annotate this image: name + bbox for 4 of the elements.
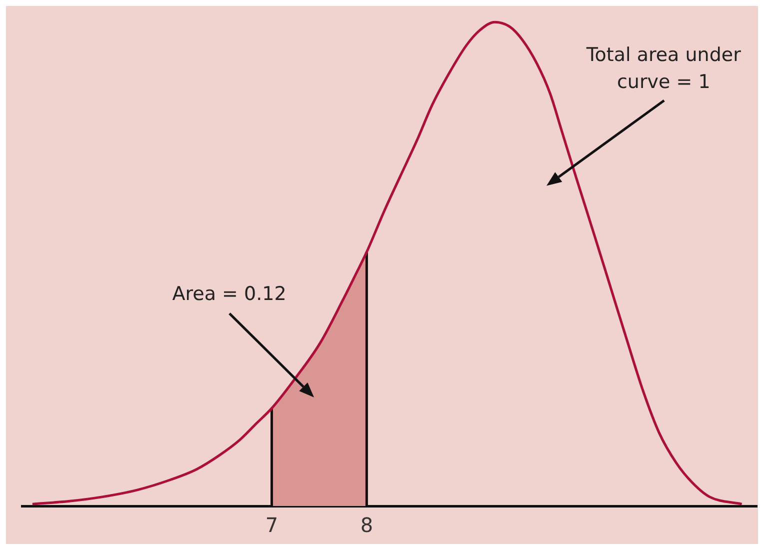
- annotation: Total area under curve = 1: [585, 42, 742, 95]
- annotation: Area = 0.12: [172, 282, 286, 308]
- x-tick-label: 8: [360, 513, 374, 538]
- x-tick-label: 7: [265, 513, 278, 538]
